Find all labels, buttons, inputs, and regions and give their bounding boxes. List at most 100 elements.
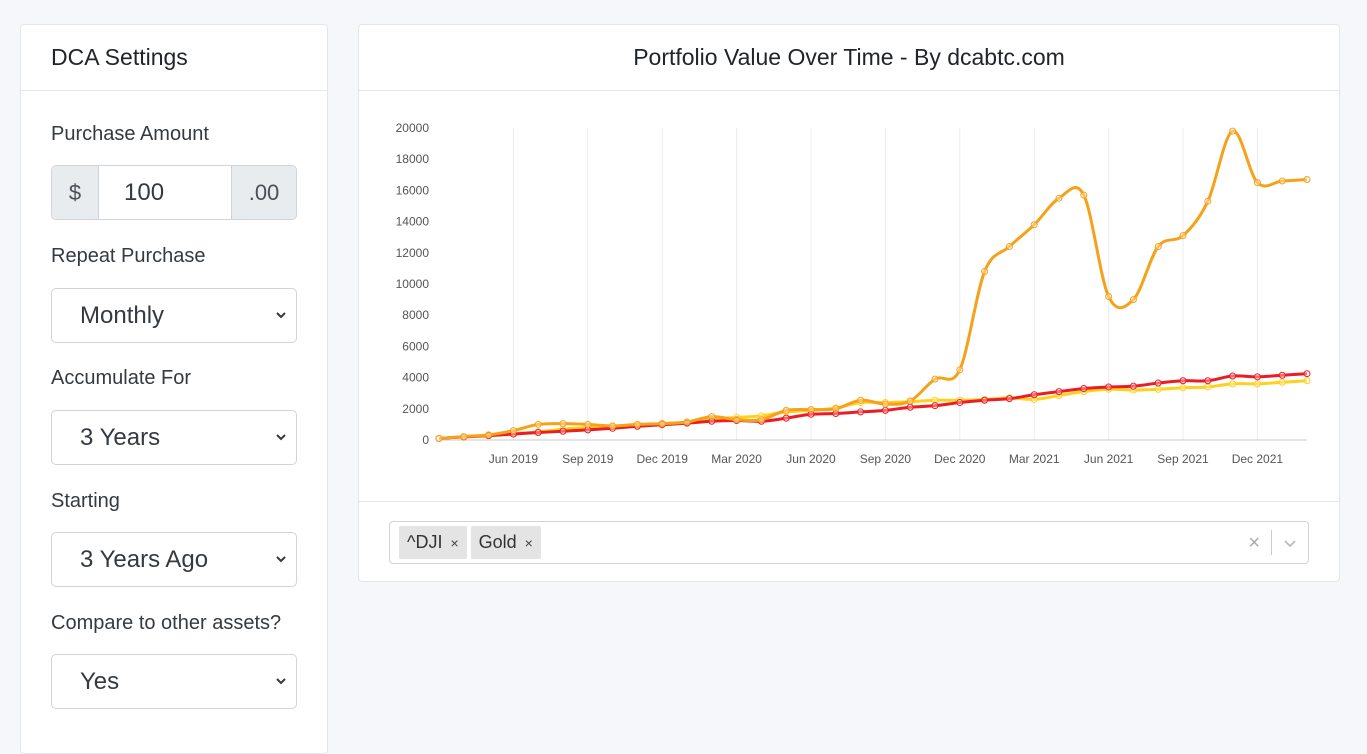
y-tick-label: 4000: [402, 371, 429, 385]
data-point-gold: [1030, 395, 1038, 403]
data-point-dji: [584, 426, 592, 434]
data-point-dji: [1204, 377, 1212, 385]
data-point-btc: [683, 418, 691, 426]
data-point-btc: [509, 427, 517, 435]
data-point-btc: [559, 420, 567, 428]
data-point-btc: [881, 400, 889, 408]
data-point-btc: [1055, 194, 1063, 202]
chevron-down-icon: [276, 556, 286, 563]
data-point-gold: [1229, 380, 1237, 388]
data-point-dji: [906, 403, 914, 411]
dca-settings-card: DCA Settings Purchase Amount $ .00 Repea…: [20, 24, 328, 754]
data-point-btc: [1278, 177, 1286, 185]
data-point-btc: [633, 420, 641, 428]
data-point-dji: [1030, 391, 1038, 399]
data-point-dji: [807, 410, 815, 418]
remove-chip-icon[interactable]: ×: [450, 534, 459, 551]
asset-multiselect[interactable]: ^DJI × Gold × ×: [389, 521, 1309, 564]
x-tick-label: Sep 2019: [562, 452, 614, 466]
data-point-gold: [1278, 378, 1286, 386]
data-point-dji: [1253, 373, 1261, 381]
compare-value: Yes: [80, 667, 120, 695]
data-point-dji: [1105, 383, 1113, 391]
data-point-btc: [1129, 296, 1137, 304]
x-tick-label: Jun 2019: [489, 452, 539, 466]
accumulate-for-label: Accumulate For: [51, 367, 192, 389]
data-point-btc: [435, 434, 443, 442]
y-tick-label: 10000: [396, 277, 430, 291]
starting-label: Starting: [51, 490, 120, 512]
y-tick-label: 16000: [396, 183, 430, 197]
chart-title: Portfolio Value Over Time - By dcabtc.co…: [359, 25, 1339, 91]
series-line-btc: [438, 129, 1308, 440]
data-point-dji: [782, 414, 790, 422]
data-point-btc: [708, 413, 716, 421]
compare-select[interactable]: Yes: [51, 654, 297, 709]
data-point-btc: [658, 420, 666, 428]
repeat-purchase-select[interactable]: Monthly: [51, 288, 297, 343]
data-point-gold: [1204, 383, 1212, 391]
y-tick-label: 20000: [396, 121, 430, 135]
series-line-dji: [438, 372, 1308, 440]
repeat-purchase-value: Monthly: [80, 301, 165, 329]
data-point-gold: [931, 396, 939, 404]
asset-chip-label: Gold: [478, 532, 517, 552]
data-point-btc: [956, 366, 964, 374]
clear-all-icon[interactable]: ×: [1248, 532, 1260, 554]
data-point-dji: [981, 396, 989, 404]
data-point-btc: [534, 420, 542, 428]
y-tick-label: 18000: [396, 152, 430, 166]
data-point-dji: [1278, 371, 1286, 379]
data-point-dji: [956, 399, 964, 407]
purchase-amount-group: $ .00: [51, 165, 297, 220]
portfolio-chart: Jun 2019 Sep 2019 Dec 2019 Mar 2020 Jun 2020…: [396, 121, 1311, 466]
chevron-down-icon[interactable]: [1282, 535, 1298, 551]
data-point-btc: [460, 433, 468, 441]
purchase-amount-label: Purchase Amount: [51, 123, 209, 145]
data-point-dji: [1080, 385, 1088, 393]
x-tick-label: Mar 2020: [711, 452, 762, 466]
chevron-down-icon: [276, 434, 286, 441]
data-point-btc: [609, 422, 617, 430]
starting-value: 3 Years Ago: [80, 545, 209, 573]
data-point-btc: [832, 405, 840, 413]
x-tick-label: Sep 2021: [1157, 452, 1209, 466]
data-point-dji: [832, 409, 840, 417]
remove-chip-icon[interactable]: ×: [524, 534, 533, 551]
data-point-dji: [1005, 395, 1013, 403]
data-point-btc: [733, 416, 741, 424]
data-point-dji: [534, 429, 542, 437]
accumulate-for-value: 3 Years: [80, 423, 161, 451]
data-point-btc: [931, 375, 939, 383]
data-point-btc: [782, 406, 790, 414]
data-point-dji: [1055, 388, 1063, 396]
data-point-btc: [1229, 127, 1237, 135]
y-tick-label: 12000: [396, 246, 430, 260]
data-point-dji: [931, 402, 939, 410]
x-tick-label: Dec 2020: [934, 452, 986, 466]
currency-prefix: $: [52, 166, 99, 219]
x-tick-label: Dec 2019: [637, 452, 689, 466]
multiselect-separator: [1271, 530, 1272, 555]
data-point-dji: [1129, 382, 1137, 390]
x-tick-label: Sep 2020: [860, 452, 912, 466]
data-point-btc: [857, 396, 865, 404]
starting-select[interactable]: 3 Years Ago: [51, 532, 297, 587]
data-point-gold: [1154, 385, 1162, 393]
x-tick-label: Mar 2021: [1009, 452, 1060, 466]
data-point-dji: [1179, 377, 1187, 385]
y-tick-label: 8000: [402, 308, 429, 322]
data-point-dji: [881, 406, 889, 414]
y-tick-label: 2000: [402, 402, 429, 416]
data-point-dji: [857, 408, 865, 416]
y-tick-label: 14000: [396, 215, 430, 229]
data-point-dji: [708, 417, 716, 425]
y-tick-label: 6000: [402, 339, 429, 353]
chevron-down-icon: [276, 312, 286, 319]
accumulate-for-select[interactable]: 3 Years: [51, 410, 297, 465]
purchase-amount-input[interactable]: [99, 166, 231, 219]
data-point-btc: [1005, 243, 1013, 251]
data-point-gold: [1179, 384, 1187, 392]
x-tick-label: Dec 2021: [1232, 452, 1284, 466]
x-tick-label: Jun 2020: [786, 452, 836, 466]
